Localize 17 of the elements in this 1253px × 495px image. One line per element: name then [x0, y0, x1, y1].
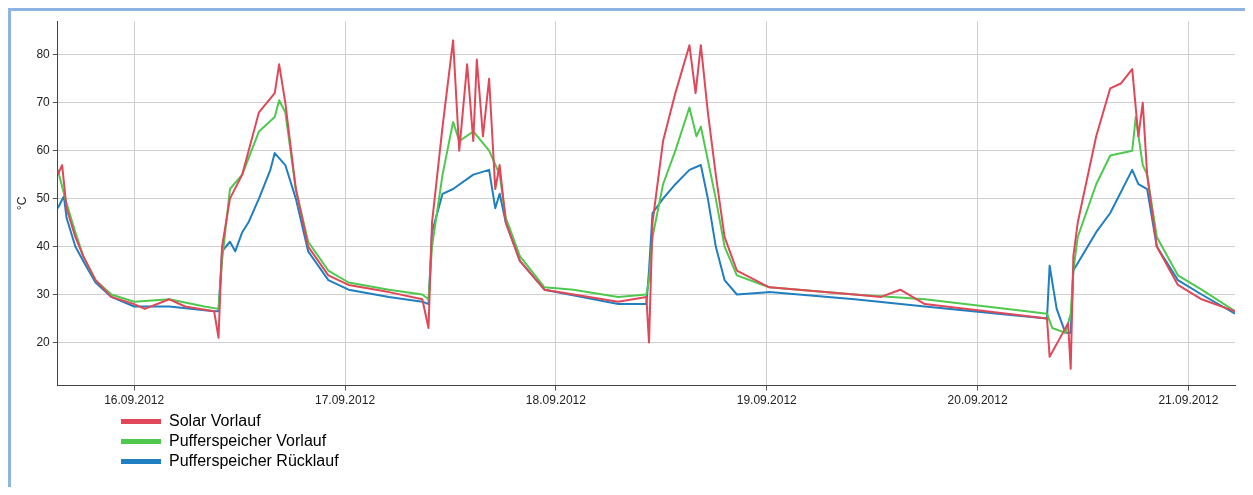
- y-tick-label: 50: [36, 190, 51, 205]
- y-tick-label: 80: [36, 47, 51, 62]
- legend-label: Pufferspeicher Vorlauf: [169, 431, 327, 451]
- legend-label: Solar Vorlauf: [169, 411, 261, 431]
- y-axis-title: °C: [14, 196, 29, 211]
- x-tick-label: 21.09.2012: [1158, 393, 1219, 408]
- legend-label: Pufferspeicher Rücklauf: [169, 451, 339, 471]
- y-tick-label: 40: [36, 238, 51, 253]
- y-tick-label: 70: [36, 95, 51, 110]
- y-tick-label: 30: [36, 286, 51, 301]
- x-tick-label: 20.09.2012: [947, 393, 1008, 408]
- y-tick-label: 60: [36, 142, 51, 157]
- x-tick-label: 19.09.2012: [736, 393, 798, 408]
- y-tick-label: 20: [36, 334, 51, 349]
- x-tick-label: 18.09.2012: [525, 393, 587, 408]
- x-tick-label: 16.09.2012: [104, 393, 165, 408]
- x-tick-label: 17.09.2012: [315, 393, 376, 408]
